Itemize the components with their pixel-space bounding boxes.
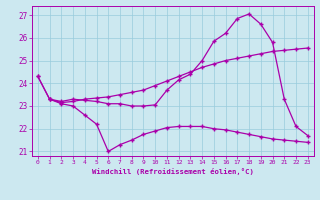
X-axis label: Windchill (Refroidissement éolien,°C): Windchill (Refroidissement éolien,°C) [92, 168, 254, 175]
